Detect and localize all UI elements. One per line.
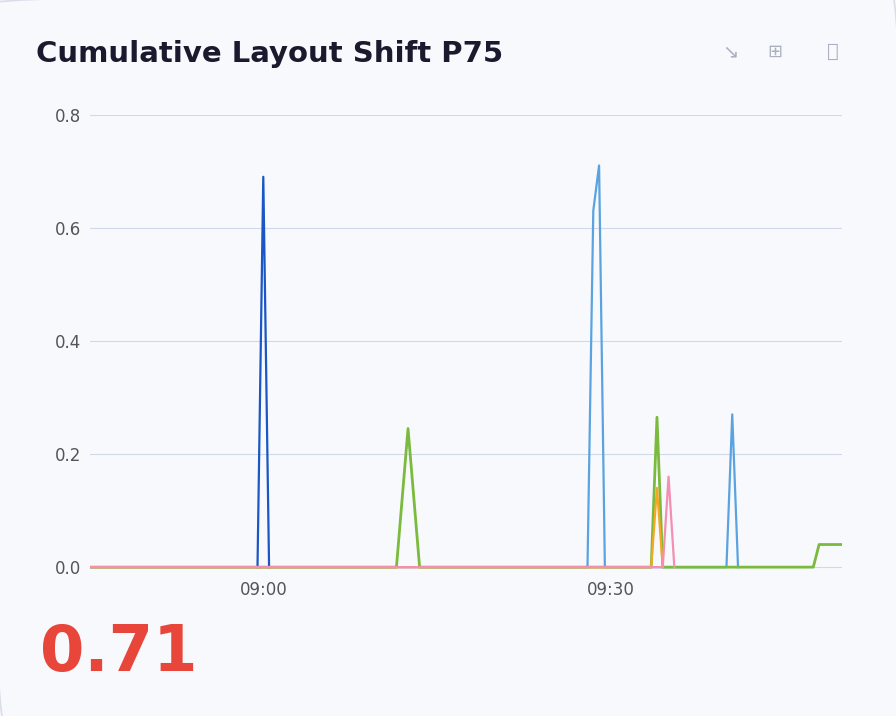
Text: 0.71: 0.71 — [40, 622, 198, 684]
Text: ⓘ: ⓘ — [827, 42, 840, 61]
Text: ↘: ↘ — [722, 42, 738, 61]
Text: ⊞: ⊞ — [768, 42, 782, 61]
Text: Cumulative Layout Shift P75: Cumulative Layout Shift P75 — [36, 39, 503, 68]
